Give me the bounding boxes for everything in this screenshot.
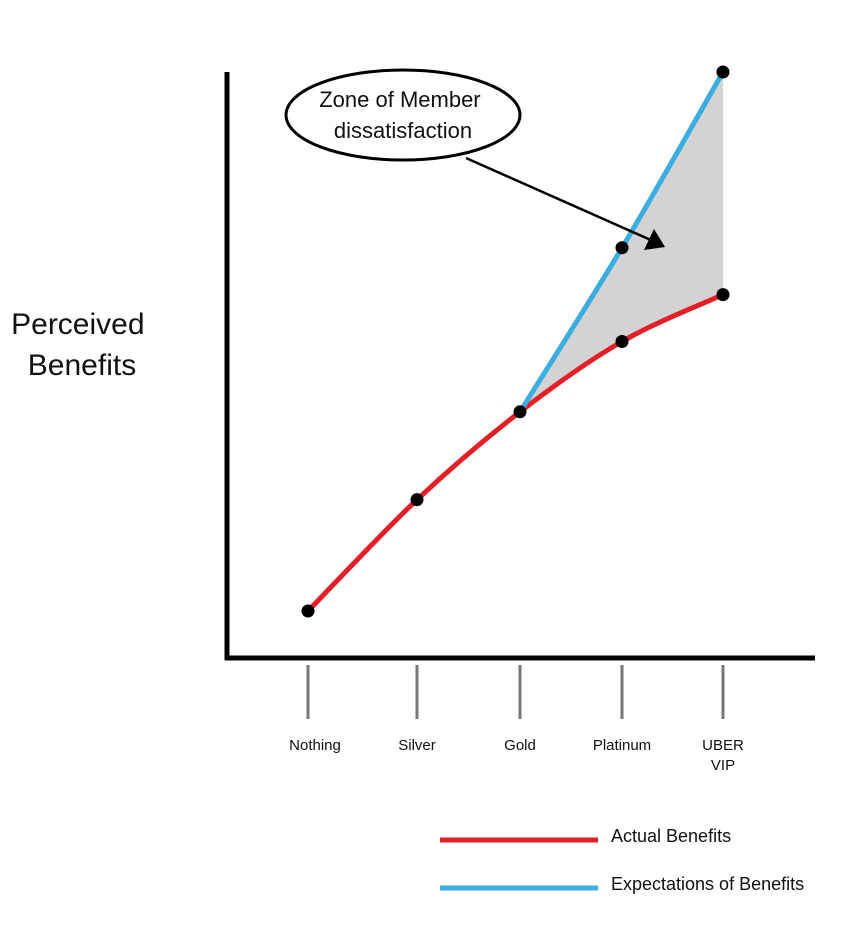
- callout-line: Zone of Member: [319, 87, 480, 112]
- callout: Zone of Member dissatisfaction: [284, 68, 665, 250]
- y-axis-label-line: Benefits: [28, 349, 136, 382]
- data-point: [410, 493, 424, 507]
- y-axis-label: Perceived Benefits: [11, 308, 153, 382]
- data-point: [716, 65, 730, 79]
- callout-arrow: [465, 156, 663, 247]
- x-tick-label: Silver: [398, 737, 436, 754]
- callout-line: dissatisfaction: [334, 118, 472, 143]
- legend-label: Actual Benefits: [611, 826, 731, 846]
- legend-label: Expectations of Benefits: [611, 874, 804, 894]
- data-point: [716, 288, 730, 302]
- callout-arrowhead: [644, 229, 665, 250]
- callout-bubble: [284, 68, 522, 162]
- callout-text: Zone of Member dissatisfaction: [319, 87, 487, 143]
- data-point: [301, 604, 315, 618]
- data-point: [615, 241, 629, 255]
- data-point: [615, 335, 629, 348]
- x-tick-label: UBER VIP: [702, 737, 744, 774]
- dissatisfaction-zone: [520, 72, 723, 412]
- x-tick-label: Platinum: [593, 737, 651, 754]
- actual-benefits-line: [305, 292, 726, 614]
- legend: Actual Benefits Expectations of Benefits: [440, 826, 804, 894]
- x-tick-label: Nothing: [289, 737, 341, 754]
- data-point: [513, 405, 527, 419]
- x-tick-label: Gold: [504, 737, 536, 754]
- y-axis-label-line: Perceived: [11, 308, 144, 341]
